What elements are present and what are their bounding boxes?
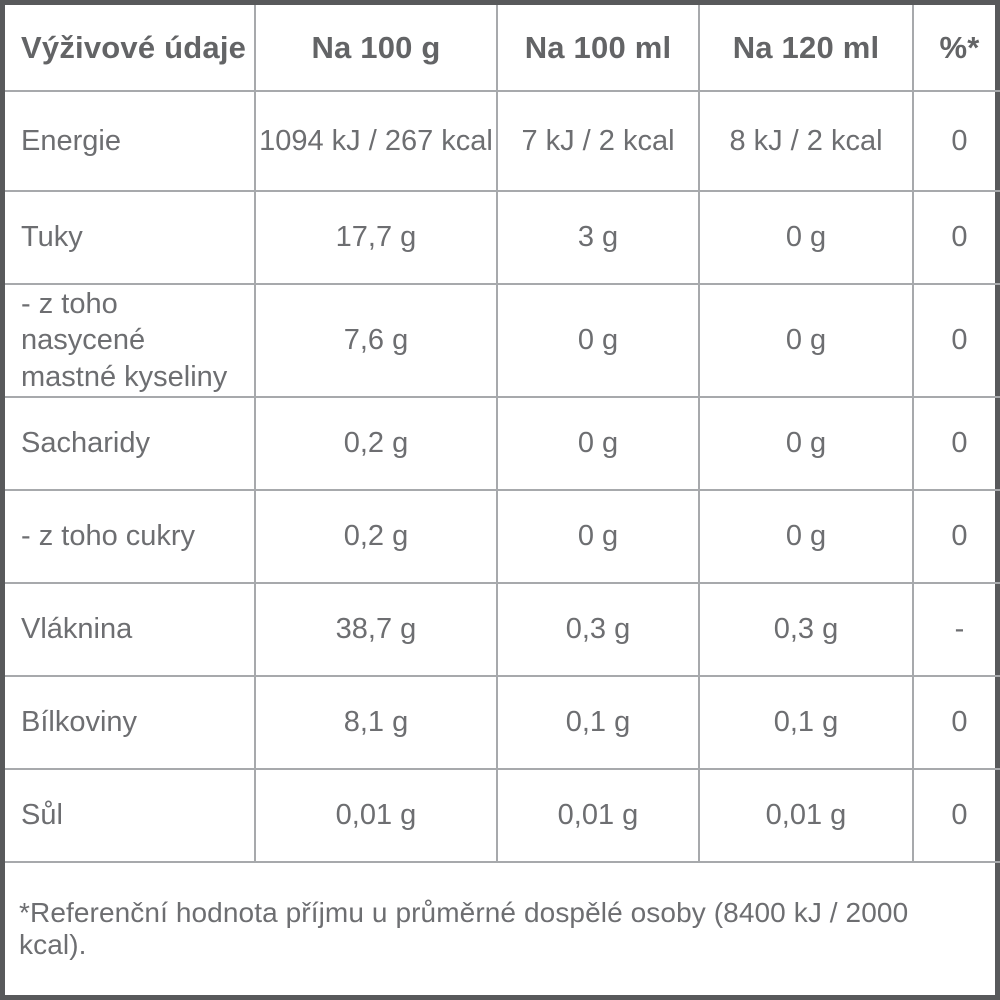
value-cell: 0 — [912, 90, 1000, 192]
value-cell: 0 g — [698, 488, 914, 584]
value-cell: 0 — [912, 190, 1000, 285]
value-cell: 8,1 g — [254, 674, 498, 770]
value-cell: 3 g — [496, 190, 700, 285]
value-cell: 0,3 g — [496, 581, 700, 677]
reference-intake-footnote: *Referenční hodnota příjmu u průměrné do… — [19, 896, 909, 960]
value-cell: 0,01 g — [254, 767, 498, 863]
value-cell: - — [912, 581, 1000, 677]
nutrition-table: Výživové údaje Na 100 g Na 100 ml Na 120… — [5, 5, 1000, 863]
table-row-fat: Tuky 17,7 g 3 g 0 g 0 — [5, 190, 1000, 285]
row-label: Sůl — [5, 767, 256, 863]
column-header-per-120ml: Na 120 ml — [698, 5, 914, 92]
value-cell: 0,2 g — [254, 488, 498, 584]
value-cell: 0,1 g — [496, 674, 700, 770]
table-row-protein: Bílkoviny 8,1 g 0,1 g 0,1 g 0 — [5, 674, 1000, 770]
value-cell: 17,7 g — [254, 190, 498, 285]
value-cell: 7,6 g — [254, 283, 498, 398]
value-cell: 0 g — [698, 395, 914, 491]
column-header-percent-ri: %* — [912, 5, 1000, 92]
row-label: Energie — [5, 90, 256, 192]
value-cell: 0 g — [496, 395, 700, 491]
value-cell: 0 — [912, 767, 1000, 863]
table-row-sugars: - z toho cukry 0,2 g 0 g 0 g 0 — [5, 488, 1000, 584]
value-cell: 0,2 g — [254, 395, 498, 491]
table-row-energy: Energie 1094 kJ / 267 kcal 7 kJ / 2 kcal… — [5, 90, 1000, 192]
table-row-carbohydrates: Sacharidy 0,2 g 0 g 0 g 0 — [5, 395, 1000, 491]
value-cell: 0 — [912, 488, 1000, 584]
value-cell: 0 g — [698, 190, 914, 285]
value-cell: 8 kJ / 2 kcal — [698, 90, 914, 192]
value-cell: 1094 kJ / 267 kcal — [254, 90, 498, 192]
value-cell: 38,7 g — [254, 581, 498, 677]
value-cell: 0 — [912, 283, 1000, 398]
row-label: - z toho cukry — [5, 488, 256, 584]
value-cell: 0,3 g — [698, 581, 914, 677]
row-label: Bílkoviny — [5, 674, 256, 770]
value-cell: 0 — [912, 674, 1000, 770]
value-cell: 0,01 g — [698, 767, 914, 863]
value-cell: 0 g — [698, 283, 914, 398]
column-header-per-100ml: Na 100 ml — [496, 5, 700, 92]
column-header-nutrition-facts: Výživové údaje — [5, 5, 256, 92]
row-label: Vláknina — [5, 581, 256, 677]
table-row-fiber: Vláknina 38,7 g 0,3 g 0,3 g - — [5, 581, 1000, 677]
value-cell: 0 g — [496, 283, 700, 398]
value-cell: 0,1 g — [698, 674, 914, 770]
row-label: - z toho nasycené mastné kyseliny — [5, 283, 256, 398]
value-cell: 0,01 g — [496, 767, 700, 863]
table-row-saturated-fat: - z toho nasycené mastné kyseliny 7,6 g … — [5, 283, 1000, 398]
value-cell: 0 — [912, 395, 1000, 491]
column-header-per-100g: Na 100 g — [254, 5, 498, 92]
table-row-salt: Sůl 0,01 g 0,01 g 0,01 g 0 — [5, 767, 1000, 863]
value-cell: 0 g — [496, 488, 700, 584]
value-cell: 7 kJ / 2 kcal — [496, 90, 700, 192]
row-label: Sacharidy — [5, 395, 256, 491]
header-row: Výživové údaje Na 100 g Na 100 ml Na 120… — [5, 5, 1000, 92]
row-label: Tuky — [5, 190, 256, 285]
